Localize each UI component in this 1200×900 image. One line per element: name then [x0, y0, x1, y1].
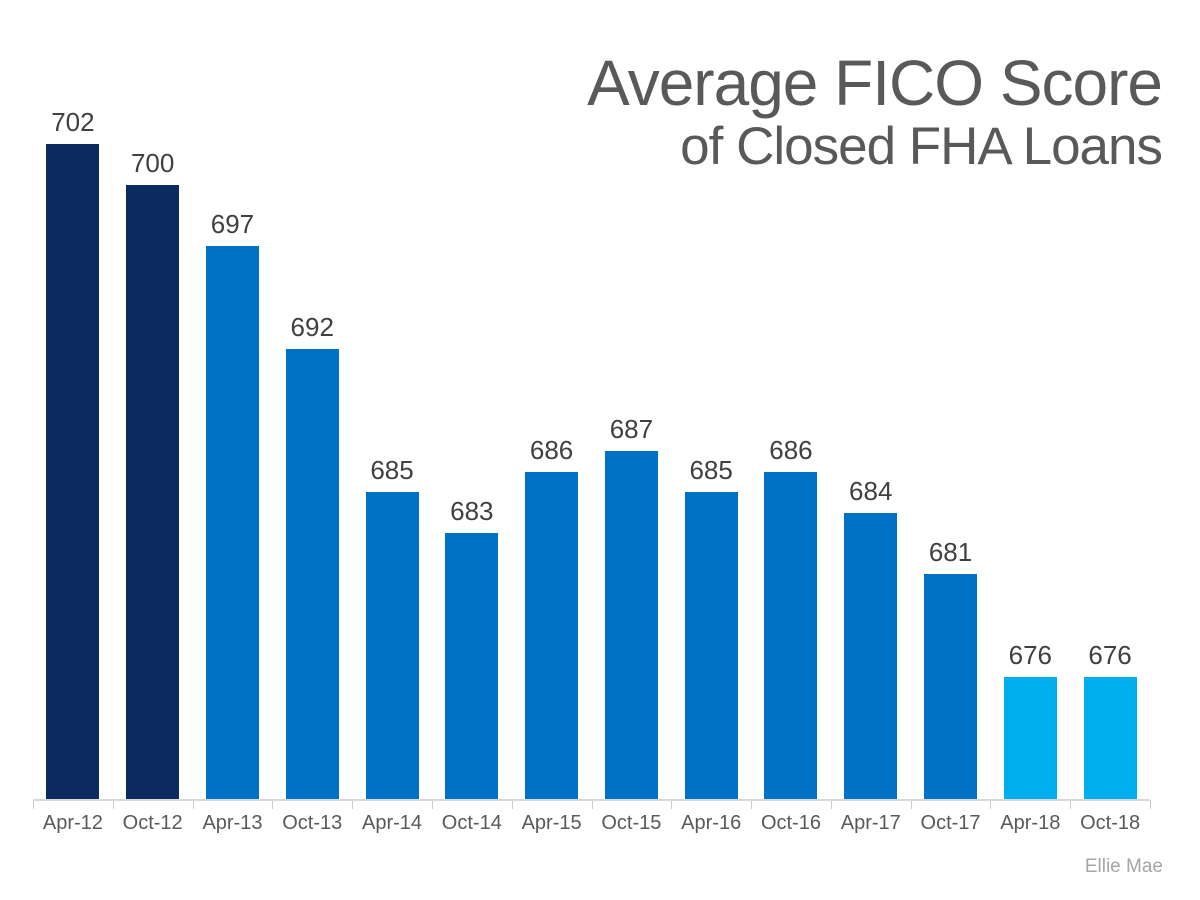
axis-tick — [911, 800, 912, 809]
x-axis-label: Oct-13 — [282, 812, 343, 834]
axis-tick — [432, 800, 433, 809]
x-axis-label: Apr-12 — [42, 812, 103, 834]
bar-value-label: 697 — [210, 209, 255, 239]
axis-tick — [193, 800, 194, 809]
bar-value-label: 686 — [769, 435, 813, 465]
x-axis-label: Oct-15 — [601, 812, 662, 834]
chart-title-line1: Average FICO Score — [587, 47, 1163, 119]
bar-value-label: 700 — [130, 148, 175, 178]
chart-title-line2: of Closed FHA Loans — [680, 117, 1163, 177]
x-axis-label: Apr-14 — [362, 812, 423, 834]
x-axis-label: Oct-16 — [760, 812, 821, 834]
bar-Apr-17 — [844, 513, 898, 800]
x-axis-label: Apr-13 — [202, 812, 263, 834]
bar-value-label: 676 — [1008, 640, 1052, 670]
bar-Oct-13 — [285, 349, 339, 800]
bar-Apr-18 — [1003, 677, 1057, 800]
bar-value-label: 684 — [849, 476, 893, 506]
bar-Apr-14 — [365, 492, 419, 800]
x-axis-label: Oct-14 — [441, 812, 502, 834]
x-axis-line — [33, 799, 1150, 801]
bar-Oct-17 — [924, 574, 978, 800]
x-axis-label: Apr-16 — [681, 812, 742, 834]
bar-Apr-16 — [684, 492, 738, 800]
axis-tick — [113, 800, 114, 809]
axis-tick — [751, 800, 752, 809]
x-axis-label: Oct-18 — [1080, 812, 1141, 834]
bar-value-label: 676 — [1088, 640, 1132, 670]
bar-value-label: 692 — [290, 312, 334, 342]
chart-title: Average FICO Score of Closed FHA Loans — [587, 47, 1163, 177]
axis-tick — [272, 800, 273, 809]
bar-value-label: 685 — [370, 455, 414, 485]
axis-tick — [512, 800, 513, 809]
x-axis-label: Apr-17 — [840, 812, 901, 834]
axis-tick — [990, 800, 991, 809]
bar-value-label: 687 — [609, 414, 654, 444]
axis-tick — [592, 800, 593, 809]
bar-Oct-15 — [604, 451, 658, 800]
bar-Oct-14 — [445, 533, 499, 800]
x-axis-label: Oct-17 — [920, 812, 981, 834]
bar-Apr-13 — [205, 246, 259, 800]
axis-tick — [352, 800, 353, 809]
bar-value-label: 685 — [689, 455, 733, 485]
x-axis-label: Apr-15 — [521, 812, 582, 834]
axis-tick — [1150, 800, 1151, 809]
x-axis-label: Apr-18 — [1000, 812, 1061, 834]
axis-tick — [1070, 800, 1071, 809]
bar-Oct-16 — [764, 472, 818, 800]
bar-value-label: 681 — [928, 537, 973, 567]
bar-Apr-12 — [46, 144, 100, 800]
axis-tick — [831, 800, 832, 809]
bar-Oct-12 — [126, 185, 180, 800]
bar-value-label: 686 — [529, 435, 574, 465]
axis-tick — [671, 800, 672, 809]
bar-value-label: 702 — [51, 107, 95, 137]
attribution-label: Ellie Mae — [1084, 856, 1163, 877]
bar-Oct-18 — [1083, 677, 1137, 800]
bar-value-label: 683 — [450, 496, 494, 526]
x-axis-label: Oct-12 — [122, 812, 183, 834]
bar-Apr-15 — [525, 472, 579, 800]
axis-tick — [33, 800, 34, 809]
